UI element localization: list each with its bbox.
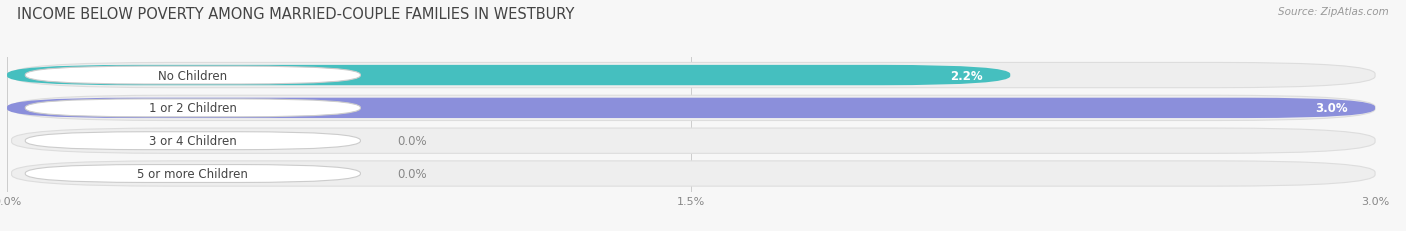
FancyBboxPatch shape [25,100,360,117]
FancyBboxPatch shape [7,66,1011,86]
Text: 3 or 4 Children: 3 or 4 Children [149,135,236,148]
Text: 5 or more Children: 5 or more Children [138,167,249,180]
FancyBboxPatch shape [11,161,1375,186]
FancyBboxPatch shape [25,165,360,183]
FancyBboxPatch shape [7,98,1375,119]
Text: 0.0%: 0.0% [396,167,426,180]
FancyBboxPatch shape [25,132,360,150]
Text: 1 or 2 Children: 1 or 2 Children [149,102,236,115]
Text: Source: ZipAtlas.com: Source: ZipAtlas.com [1278,7,1389,17]
FancyBboxPatch shape [11,63,1375,88]
Text: 3.0%: 3.0% [1315,102,1348,115]
FancyBboxPatch shape [11,96,1375,121]
Text: INCOME BELOW POVERTY AMONG MARRIED-COUPLE FAMILIES IN WESTBURY: INCOME BELOW POVERTY AMONG MARRIED-COUPL… [17,7,574,22]
Text: No Children: No Children [159,69,228,82]
Text: 0.0%: 0.0% [396,135,426,148]
FancyBboxPatch shape [25,67,360,85]
FancyBboxPatch shape [11,128,1375,154]
Text: 2.2%: 2.2% [950,69,983,82]
